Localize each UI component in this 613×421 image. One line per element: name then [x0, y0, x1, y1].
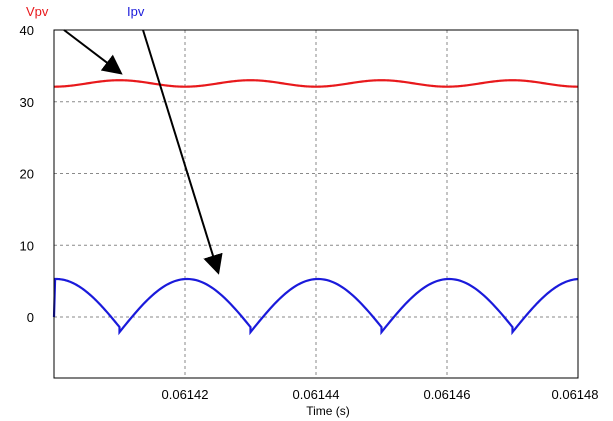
x-axis-title: Time (s) [306, 404, 350, 418]
vpv-arrow [63, 29, 123, 75]
x-tick-label: 0.06148 [552, 387, 599, 402]
annotations: Vpv Ipv [26, 4, 223, 275]
y-tick-label: 40 [20, 23, 34, 38]
series-group [52, 79, 579, 336]
x-tick-label: 0.06142 [162, 387, 209, 402]
vpv-series-line [54, 79, 578, 88]
x-tick-label: 0.06144 [293, 387, 340, 402]
vpv-label: Vpv [26, 4, 49, 19]
plot-frame [53, 29, 579, 379]
y-tick-label: 30 [20, 95, 34, 110]
y-tick-label: 20 [20, 167, 34, 182]
y-tick-label: 0 [27, 310, 34, 325]
x-tick-label: 0.06146 [424, 387, 471, 402]
grid [54, 30, 578, 378]
ipv-arrow [142, 29, 223, 275]
x-axis: 0.06142 0.06144 0.06146 0.06148 [162, 387, 599, 402]
y-axis: 0 10 20 30 40 [20, 23, 34, 325]
ipv-series-line [52, 277, 579, 336]
y-tick-label: 10 [20, 238, 34, 253]
ipv-label: Ipv [127, 4, 145, 19]
